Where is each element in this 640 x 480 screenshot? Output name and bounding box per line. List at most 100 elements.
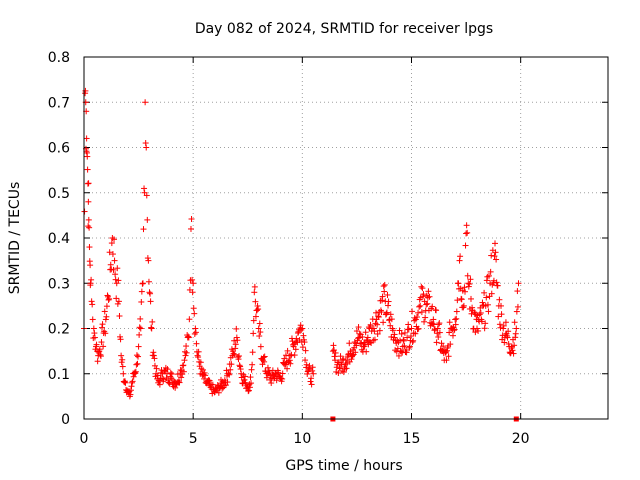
- data-point: [241, 376, 248, 383]
- data-point: [91, 334, 98, 341]
- data-point: [252, 313, 259, 320]
- data-point: [142, 99, 149, 106]
- data-point: [405, 321, 412, 328]
- data-point: [493, 279, 500, 286]
- data-point: [463, 222, 470, 229]
- data-point: [302, 357, 309, 364]
- data-point: [461, 284, 468, 291]
- data-point: [120, 370, 127, 377]
- data-point: [496, 296, 503, 303]
- data-point: [254, 302, 261, 309]
- data-point: [455, 280, 462, 287]
- data-point: [493, 256, 500, 263]
- data-point: [330, 342, 337, 349]
- data-point: [108, 240, 115, 247]
- data-point: [160, 376, 167, 383]
- data-point: [180, 368, 187, 375]
- data-point: [429, 303, 436, 310]
- data-point: [352, 349, 359, 356]
- data-point: [409, 308, 416, 315]
- data-point: [498, 311, 505, 318]
- data-point: [335, 370, 342, 377]
- data-point: [249, 361, 256, 368]
- data-point: [233, 325, 240, 332]
- data-point: [484, 301, 491, 308]
- data-point: [464, 229, 471, 236]
- data-point: [462, 242, 469, 249]
- data-point: [485, 308, 492, 315]
- data-point: [279, 375, 286, 382]
- data-point: [298, 326, 305, 333]
- data-point: [81, 208, 88, 215]
- data-point: [379, 293, 386, 300]
- data-point: [224, 379, 231, 386]
- data-point: [287, 352, 294, 359]
- data-point: [176, 379, 183, 386]
- data-point: [512, 334, 519, 341]
- data-point: [151, 355, 158, 362]
- data-point: [287, 360, 294, 367]
- data-point: [380, 319, 387, 326]
- chart-title: Day 082 of 2024, SRMTID for receiver lpg…: [195, 21, 493, 37]
- data-point: [255, 325, 262, 332]
- data-point: [337, 353, 344, 360]
- data-point: [452, 316, 459, 323]
- data-point: [358, 340, 365, 347]
- data-point: [242, 373, 249, 380]
- data-point: [373, 309, 380, 316]
- data-point: [406, 343, 413, 350]
- data-point: [245, 387, 252, 394]
- data-point: [103, 303, 110, 310]
- data-point: [279, 370, 286, 377]
- data-point: [445, 353, 452, 360]
- data-point: [187, 225, 194, 232]
- data-point: [111, 257, 118, 264]
- data-point: [260, 354, 267, 361]
- data-point: [189, 276, 196, 283]
- data-point: [105, 296, 112, 303]
- data-point: [127, 387, 134, 394]
- data-point: [87, 262, 94, 269]
- data-point: [396, 327, 403, 334]
- data-point: [136, 331, 143, 338]
- data-point: [332, 349, 339, 356]
- data-point: [112, 271, 119, 278]
- data-point: [119, 356, 126, 363]
- data-point: [172, 384, 179, 391]
- data-point: [195, 354, 202, 361]
- data-point: [512, 330, 519, 337]
- data-point: [194, 352, 201, 359]
- data-point: [161, 367, 168, 374]
- data-point: [383, 310, 390, 317]
- data-point: [232, 345, 239, 352]
- y-tick-label: 0.1: [48, 367, 70, 383]
- data-point: [418, 309, 425, 316]
- data-point: [215, 389, 222, 396]
- data-point: [495, 313, 502, 320]
- data-point: [256, 320, 263, 327]
- data-point: [475, 327, 482, 334]
- x-tick-label: 5: [189, 431, 198, 447]
- data-point: [355, 324, 362, 331]
- data-point: [85, 180, 92, 187]
- data-point: [145, 257, 152, 264]
- data-point: [431, 327, 438, 334]
- data-point: [421, 318, 428, 325]
- data-point: [345, 351, 352, 358]
- data-point: [418, 283, 425, 290]
- data-point: [413, 313, 420, 320]
- data-point: [308, 375, 315, 382]
- data-point: [183, 349, 190, 356]
- data-point: [231, 351, 238, 358]
- data-point: [88, 298, 95, 305]
- x-tick-label: 0: [80, 431, 89, 447]
- data-point: [228, 361, 235, 368]
- data-point: [395, 352, 402, 359]
- data-point: [119, 363, 126, 370]
- data-point: [281, 355, 288, 362]
- data-point: [426, 293, 433, 300]
- data-point: [297, 322, 304, 329]
- data-point: [483, 294, 490, 301]
- data-point: [398, 330, 405, 337]
- y-tick-label: 0.7: [48, 95, 70, 111]
